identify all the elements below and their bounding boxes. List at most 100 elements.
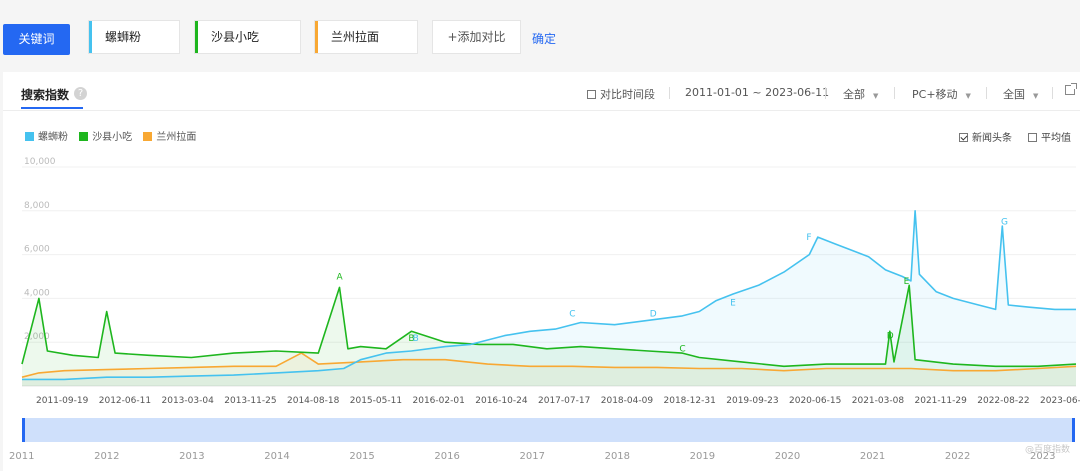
caret-down-icon: ▼: [965, 92, 971, 100]
time-brush[interactable]: 2011 2012 2013 2014 2015 2016 2017 2018 2019 2020…: [9, 418, 1075, 462]
legend-swatch: [25, 132, 34, 141]
x-tick-label: 2011-09-19: [36, 396, 89, 406]
area-value: 全国: [1003, 88, 1025, 101]
brush-year-label: 2023: [1030, 451, 1055, 462]
confirm-link[interactable]: 确定: [532, 32, 557, 46]
checkbox-icon[interactable]: [1028, 133, 1037, 142]
legend-item-3[interactable]: 兰州拉面: [143, 132, 196, 143]
x-tick-label: 2020-06-15: [789, 396, 841, 406]
keyword-color-bar-2: [195, 21, 198, 53]
brush-year-label: 2022: [945, 451, 970, 462]
y-tick-label: 8,000: [24, 201, 50, 211]
event-marker-label: C: [679, 345, 685, 355]
legend-item-1[interactable]: 螺蛳粉: [25, 132, 68, 143]
keyword-label-3: 兰州拉面: [331, 30, 380, 44]
keyword-bar: 关键词 螺蛳粉 沙县小吃 兰州拉面 +添加对比 确定: [0, 0, 1080, 62]
device-select[interactable]: PC+移动 ▼: [912, 86, 971, 102]
legend-item-2[interactable]: 沙县小吃: [79, 132, 132, 143]
event-marker-label: D: [887, 332, 894, 342]
brush-handle-right: [1072, 418, 1075, 442]
checkbox-icon[interactable]: [587, 90, 596, 99]
external-link-icon[interactable]: [1065, 83, 1077, 95]
keyword-color-bar-1: [89, 21, 92, 53]
event-marker-label: D: [650, 310, 657, 320]
brush-year-label: 2018: [605, 451, 630, 462]
brush-year-label: 2014: [264, 451, 289, 462]
event-marker-label: B: [408, 334, 414, 344]
caret-down-icon: ▼: [1033, 92, 1039, 100]
y-tick-label: 2,000: [24, 332, 50, 342]
x-tick-label: 2023-06-05: [1040, 396, 1080, 406]
brush-year-label: 2017: [520, 451, 545, 462]
keyword-input-1[interactable]: 螺蛳粉: [88, 20, 180, 54]
brush-year-label: 2013: [179, 451, 204, 462]
brush-year-label: 2016: [434, 451, 459, 462]
x-tick-label: 2018-12-31: [664, 396, 716, 406]
card-divider: [3, 110, 1080, 111]
legend-swatch: [79, 132, 89, 141]
legend-label: 螺蛳粉: [38, 132, 68, 143]
watermark: @百度指数: [1025, 445, 1071, 455]
chart-legend: 螺蛳粉 沙县小吃 兰州拉面: [25, 128, 204, 143]
caret-down-icon: ▼: [873, 92, 879, 100]
event-marker-label: F: [806, 233, 811, 243]
brush-selection: [22, 418, 1075, 442]
event-marker-label: B: [413, 334, 419, 344]
brush-year-label: 2011: [9, 451, 34, 462]
keyword-input-2[interactable]: 沙县小吃: [194, 20, 301, 54]
x-tick-label: 2016-10-24: [475, 396, 528, 406]
series-lines: [21, 210, 1077, 381]
chart-annotations: A BB C D C E F D E G: [336, 218, 1008, 355]
series-line-3: [21, 352, 1077, 378]
keyword-color-bar-3: [315, 21, 318, 53]
brush-year-label: 2012: [94, 451, 119, 462]
series-line-2: [21, 284, 1077, 368]
y-tick-label: 4,000: [24, 288, 50, 298]
divider: [1052, 87, 1053, 99]
legend-label: 兰州拉面: [156, 132, 197, 143]
x-tick-label: 2022-08-22: [977, 396, 1029, 406]
event-marker-label: G: [1001, 218, 1008, 228]
x-axis: 2011-09-19 2012-06-11 2013-03-04 2013-11-25…: [36, 396, 1080, 406]
divider: [825, 87, 826, 99]
news-headline-toggle[interactable]: 新闻头条: [959, 129, 1012, 144]
keyword-input-3[interactable]: 兰州拉面: [314, 20, 418, 54]
event-marker-label: A: [336, 272, 343, 282]
help-icon[interactable]: ?: [74, 87, 87, 100]
tab-underline: [21, 107, 83, 109]
divider: [894, 87, 895, 99]
event-marker-label: C: [569, 310, 575, 320]
x-tick-label: 2017-07-17: [538, 396, 590, 406]
series-area-1: [22, 210, 1076, 386]
compare-period-toggle[interactable]: 对比时间段: [587, 86, 655, 102]
area-select[interactable]: 全国 ▼: [1003, 86, 1038, 102]
scope-select[interactable]: 全部 ▼: [843, 86, 878, 102]
average-toggle[interactable]: 平均值: [1028, 129, 1071, 144]
add-compare-button[interactable]: +添加对比: [432, 20, 521, 54]
keyword-tab-button[interactable]: 关键词: [3, 24, 70, 55]
event-marker-label: E: [904, 277, 910, 287]
y-tick-label: 10,000: [24, 157, 56, 167]
x-tick-label: 2012-06-11: [99, 396, 151, 406]
x-tick-label: 2021-03-08: [852, 396, 905, 406]
brush-year-label: 2015: [349, 451, 374, 462]
checkbox-checked-icon[interactable]: [959, 133, 968, 142]
average-label: 平均值: [1041, 133, 1071, 144]
scope-value: 全部: [843, 88, 865, 101]
chart-grid: [22, 166, 1076, 387]
search-index-tab[interactable]: 搜索指数: [21, 88, 70, 102]
compare-period-label: 对比时间段: [600, 88, 655, 101]
divider: [986, 87, 987, 99]
series-line-1: [22, 210, 1076, 381]
y-tick-label: 6,000: [24, 245, 50, 255]
x-tick-label: 2016-02-01: [413, 396, 465, 406]
legend-label: 沙县小吃: [92, 132, 133, 143]
brush-year-label: 2020: [775, 451, 800, 462]
x-tick-label: 2018-04-09: [601, 396, 654, 406]
x-tick-label: 2014-08-18: [287, 396, 340, 406]
date-range-picker[interactable]: 2011-01-01 ~ 2023-06-11: [685, 86, 830, 99]
x-tick-label: 2013-03-04: [162, 396, 215, 406]
keyword-label-2: 沙县小吃: [211, 30, 260, 44]
